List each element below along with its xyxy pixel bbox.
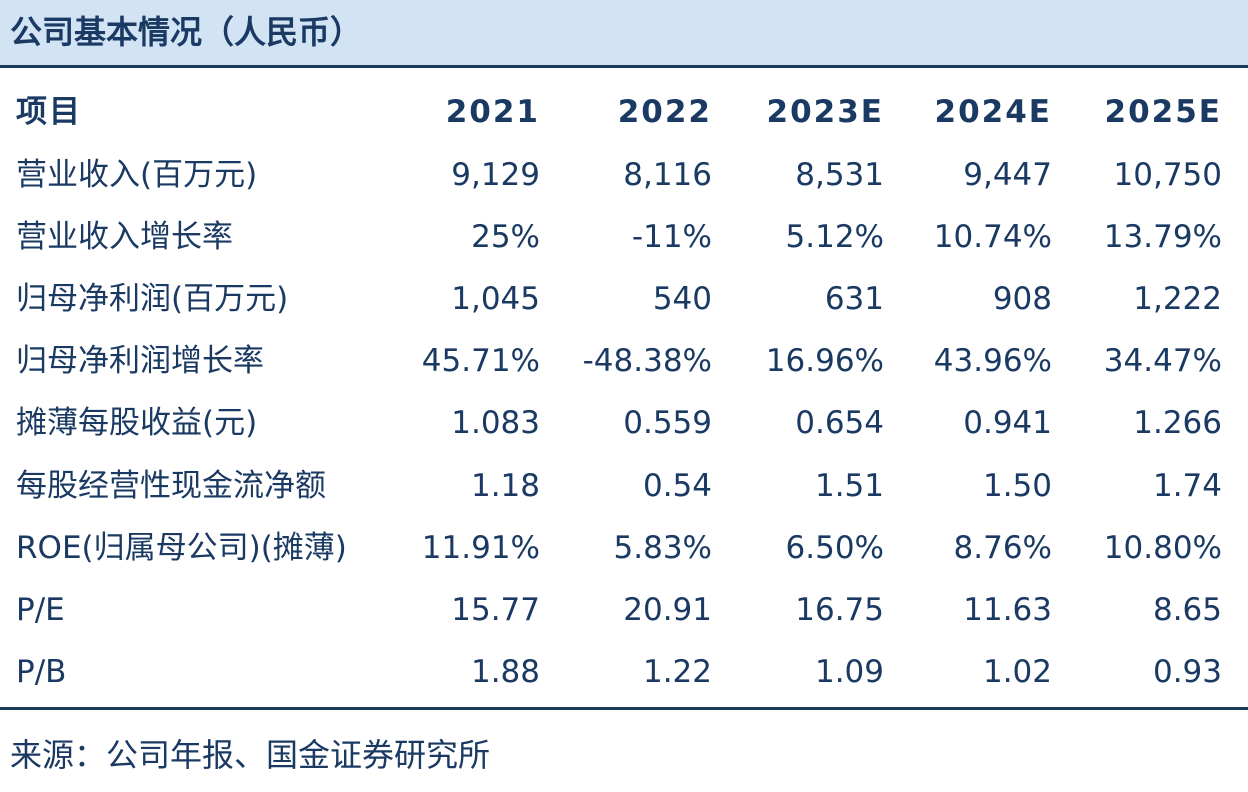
cell-value: 10.74%: [933, 219, 1052, 256]
row-label: ROE(归属母公司)(摊薄): [16, 529, 347, 566]
row-label: 营业收入增长率: [16, 219, 233, 256]
cell-value: 8.65: [1152, 591, 1222, 628]
cell-value: 16.96%: [765, 343, 884, 380]
bottom-rule: [0, 707, 1248, 710]
cell-value: 1.74: [1152, 467, 1222, 504]
cell-value: 1,222: [1133, 281, 1222, 318]
cell-value: 0.941: [963, 405, 1052, 442]
cell-value: 0.54: [642, 467, 712, 504]
title: 公司基本情况（人民币）: [10, 13, 363, 51]
cell-value: 8.76%: [953, 529, 1052, 566]
cell-value: 13.79%: [1103, 219, 1222, 256]
cell-value: 34.47%: [1103, 343, 1222, 380]
cell-value: 9,447: [963, 157, 1052, 193]
cell-value: 25%: [471, 219, 540, 256]
cell-value: -11%: [631, 219, 712, 256]
cell-value: 10,750: [1113, 157, 1222, 193]
column-header: 2024E: [934, 94, 1052, 130]
cell-value: 5.83%: [613, 529, 712, 566]
cell-value: 1.02: [982, 653, 1052, 690]
row-label: P/B: [16, 653, 67, 690]
cell-value: 0.654: [795, 405, 884, 442]
cell-value: 11.91%: [421, 529, 540, 566]
cell-value: 631: [824, 281, 884, 318]
cell-value: 20.91: [623, 591, 712, 628]
row-label: 营业收入(百万元): [16, 157, 258, 193]
cell-value: 9,129: [451, 157, 540, 193]
row-label: 每股经营性现金流净额: [16, 467, 326, 504]
row-label: 摊薄每股收益(元): [16, 405, 258, 442]
cell-value: 8,116: [623, 157, 712, 193]
cell-value: 10.80%: [1103, 529, 1222, 566]
cell-value: 1.266: [1133, 405, 1222, 442]
cell-value: 1.88: [470, 653, 540, 690]
cell-value: 1.50: [982, 467, 1052, 504]
cell-value: 1.51: [814, 467, 884, 504]
cell-value: 8,531: [795, 157, 884, 193]
source: 来源：公司年报、国金证券研究所: [10, 736, 491, 774]
row-label: 归母净利润(百万元): [16, 281, 289, 318]
column-header: 2021: [445, 94, 540, 130]
column-header: 2025E: [1104, 94, 1222, 130]
cell-value: 0.559: [623, 405, 712, 442]
cell-value: 5.12%: [785, 219, 884, 256]
cell-value: 11.63: [963, 591, 1052, 628]
cell-value: -48.38%: [582, 343, 712, 380]
cell-value: 1.18: [470, 467, 540, 504]
cell-value: 908: [992, 281, 1052, 318]
column-header: 2023E: [766, 94, 884, 130]
row-label: 归母净利润增长率: [16, 343, 264, 380]
row-label: P/E: [16, 591, 65, 628]
cell-value: 45.71%: [421, 343, 540, 380]
column-header: 项目: [16, 94, 82, 130]
cell-value: 540: [652, 281, 712, 318]
cell-value: 16.75: [795, 591, 884, 628]
cell-value: 1.09: [814, 653, 884, 690]
cell-value: 1.22: [642, 653, 712, 690]
top-rule: [0, 65, 1248, 68]
cell-value: 15.77: [451, 591, 540, 628]
cell-value: 43.96%: [933, 343, 1052, 380]
column-header: 2022: [617, 94, 712, 130]
header-band: [0, 0, 1248, 65]
cell-value: 1,045: [451, 281, 540, 318]
cell-value: 1.083: [451, 405, 540, 442]
cell-value: 0.93: [1152, 653, 1222, 690]
cell-value: 6.50%: [785, 529, 884, 566]
